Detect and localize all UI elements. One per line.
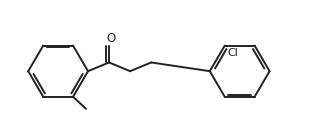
Text: Cl: Cl xyxy=(227,48,238,58)
Text: O: O xyxy=(106,32,115,45)
